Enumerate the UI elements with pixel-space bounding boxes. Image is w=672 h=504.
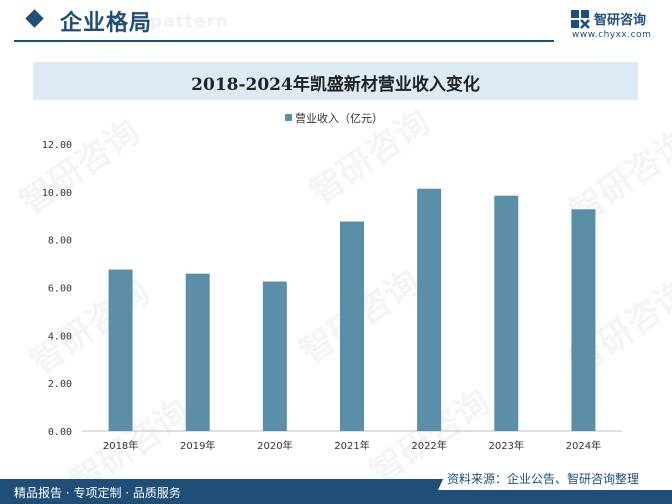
bar xyxy=(340,221,364,431)
bar xyxy=(108,269,133,431)
brand-logo: 智研咨询 www.chyxx.com xyxy=(570,9,666,45)
brand-name: 智研咨询 xyxy=(594,13,647,28)
header-ghost-text: pattern xyxy=(150,12,229,32)
bar xyxy=(571,209,596,431)
bar xyxy=(494,195,519,431)
x-tick-label: 2021年 xyxy=(334,439,369,452)
bar xyxy=(262,281,287,431)
footer-source: 资料来源：企业公告、智研咨询整理 xyxy=(447,472,640,486)
legend-label: 营业收入（亿元） xyxy=(295,112,383,125)
x-tick-label: 2020年 xyxy=(257,439,292,452)
y-tick-label: 4.00 xyxy=(48,331,72,342)
y-tick-label: 2.00 xyxy=(48,379,72,390)
y-tick-label: 12.00 xyxy=(42,140,72,151)
bar xyxy=(185,273,210,431)
y-tick-label: 6.00 xyxy=(48,284,72,295)
y-tick-label: 10.00 xyxy=(42,188,72,199)
x-tick-label: 2024年 xyxy=(566,439,601,452)
bar xyxy=(417,188,442,431)
logo-mark-icon xyxy=(571,10,590,29)
brand-url: www.chyxx.com xyxy=(572,30,652,40)
x-tick-label: 2018年 xyxy=(103,439,138,452)
y-tick-label: 0.00 xyxy=(48,427,72,438)
chart-title-band: 2018-2024年凯盛新材营业收入变化 xyxy=(33,62,638,100)
legend-swatch xyxy=(285,114,292,121)
y-tick-label: 8.00 xyxy=(48,236,72,247)
x-tick-label: 2023年 xyxy=(489,439,524,452)
x-tick-label: 2022年 xyxy=(411,439,446,452)
x-tick-label: 2019年 xyxy=(180,439,215,452)
footer-slogan: 精品报告 · 专项定制 · 品质服务 xyxy=(14,486,181,500)
chart-title: 2018-2024年凯盛新材营业收入变化 xyxy=(191,75,480,95)
header-divider xyxy=(14,40,554,42)
page-title: 企业格局 xyxy=(60,11,153,36)
